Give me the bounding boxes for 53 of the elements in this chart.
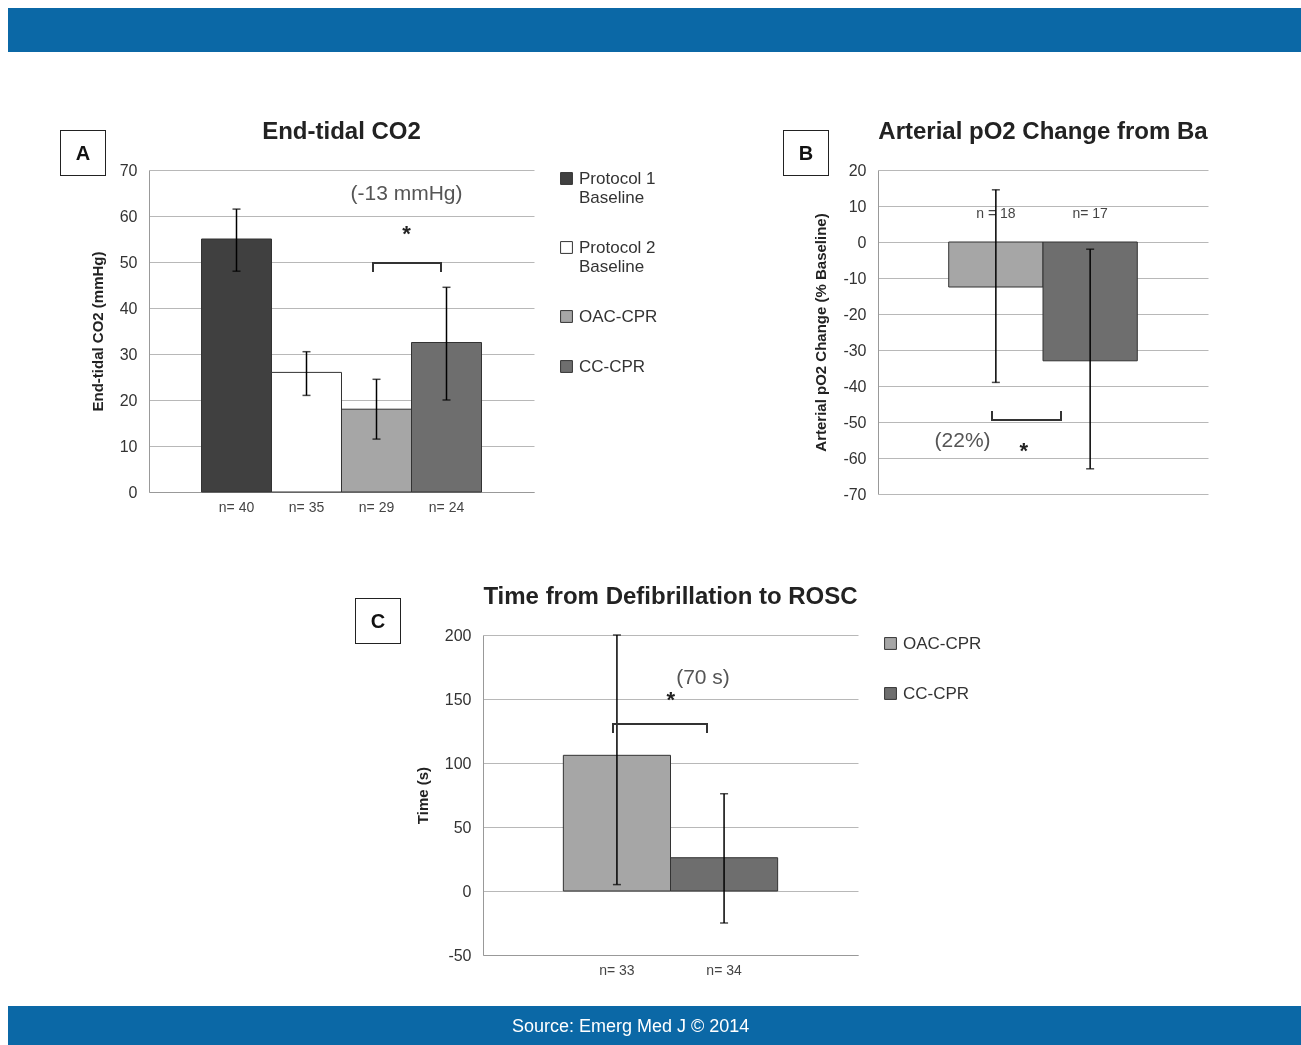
legend-label: CC-CPR [903,683,970,703]
source-note: Source: Emerg Med J © 2014 [512,1016,750,1037]
y-tick-label: 10 [848,197,867,215]
x-tick-label: n= 40 [218,498,255,515]
chart-title: End-tidal CO2 [262,117,421,144]
y-tick-label: 0 [128,483,138,501]
y-axis-title: Time (s) [413,766,431,825]
annotation: * [402,221,411,247]
legend-label: OAC-CPR [579,306,658,326]
legend-label: Protocol 2 Baseline [579,237,656,276]
y-tick-label: 50 [453,818,472,836]
y-tick-label: -50 [448,946,472,964]
x-tick-label: n= 29 [358,498,395,515]
y-axis-title: Arterial pO2 Change (% Baseline) [812,213,830,452]
x-tick-label: n= 34 [706,961,742,978]
y-tick-label: -70 [843,485,867,503]
text: B [783,130,829,176]
y-tick-label: 0 [462,882,472,900]
legend-label: Protocol 1 Baseline [579,168,656,207]
legend-label: OAC-CPR [903,633,982,653]
annotation: (22%) [934,428,991,453]
y-tick-label: -50 [843,413,867,431]
legend-label: CC-CPR [579,356,646,376]
chart-title: Arterial pO2 Change from Ba [878,117,1209,144]
x-tick-label: n= 33 [599,961,635,978]
y-tick-label: 200 [444,626,472,644]
y-axis-title: End-tidal CO2 (mmHg) [88,251,106,412]
y-tick-label: 70 [119,161,138,179]
y-tick-label: -40 [843,377,867,395]
y-tick-label: 60 [119,207,138,225]
annotation: (-13 mmHg) [350,180,463,205]
y-tick-label: 20 [848,161,867,179]
x-tick-label: n= 17 [1072,204,1109,221]
text: A [60,130,106,176]
y-tick-label: 20 [119,391,138,409]
annotation: * [1019,438,1029,465]
y-tick-label: -20 [843,305,867,323]
y-tick-label: 40 [119,299,138,317]
chart-title: Time from Defibrillation to ROSC [483,582,858,609]
x-tick-label: n= 35 [288,498,325,515]
annotation: (70 s) [676,665,730,690]
y-tick-label: -60 [843,449,867,467]
x-tick-label: n= 24 [428,498,465,515]
annotation: * [666,687,676,714]
text: C [355,598,401,644]
y-tick-label: 100 [444,754,472,772]
y-tick-label: 30 [119,345,138,363]
y-tick-label: 10 [119,437,138,455]
y-tick-label: -30 [843,341,867,359]
y-tick-label: -10 [843,269,867,287]
y-tick-label: 50 [119,253,138,271]
y-tick-label: 150 [444,690,472,708]
y-tick-label: 0 [857,233,867,251]
